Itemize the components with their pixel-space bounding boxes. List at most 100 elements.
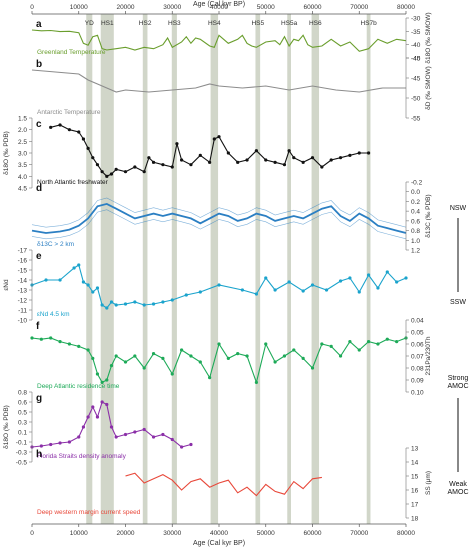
series-c-point-13 [133,165,137,169]
series-f-point-8 [95,372,100,376]
series-e-point-13 [123,302,128,306]
series-c-point-42 [367,151,371,155]
series-g-point-6 [81,425,86,429]
y-tick-label-g-6: -0.3 [16,450,28,457]
series-c-point-25 [217,135,221,139]
series-c-point-41 [357,151,361,155]
series-c-point-7 [95,163,100,167]
x-axis-title-top: Age (Cal kyr BP) [193,1,245,8]
series-f-point-14 [133,354,137,358]
panel-letter-b: b [36,59,42,70]
series-c-point-39 [338,156,343,160]
series-g-point-19 [170,437,174,442]
series-f-point-35 [329,344,333,348]
series-c-point-5 [86,146,90,150]
series-c-point-4 [81,137,86,141]
series-f-point-4 [67,342,71,346]
series-f-point-2 [49,336,53,340]
series-g-point-7 [86,415,90,419]
x-tick-label-top-2: 20000 [116,4,134,11]
event-band-5 [255,14,261,524]
annotation-weak-1: AMOC [448,489,469,496]
series-c-point-11 [114,167,118,171]
y-tick-label-d-1: 0.0 [411,189,420,196]
series-g-point-5 [77,435,81,439]
event-band-8 [366,14,371,524]
series-e-point-35 [385,270,389,274]
event-label-6: HS5a [281,20,298,27]
series-c-line [50,124,369,177]
x-tick-label-top-6: 60000 [303,4,321,11]
series-e-point-23 [254,292,258,296]
y-tick-label-d-2: 0.2 [411,199,420,206]
series-e-point-8 [95,286,100,290]
series-g-point-16 [142,427,146,432]
series-c-point-20 [180,158,184,162]
series-f-point-0 [30,336,34,340]
series-g-point-2 [49,442,53,447]
series-e-point-4 [77,263,81,267]
x-tick-label-bottom-4: 40000 [210,530,228,537]
series-e-point-29 [324,288,329,292]
series-e-point-19 [184,293,188,297]
y-tick-label-a-3: -45 [411,56,421,63]
series-e-point-22 [240,288,244,292]
event-label-0: YD [85,20,94,27]
series-f-point-27 [254,380,258,384]
series-a-line [31,29,407,52]
y-tick-label-f-2: 0.06 [411,342,424,349]
event-band-3 [171,14,177,524]
series-e-point-33 [367,273,371,277]
series-f-point-18 [170,372,174,376]
series-c-point-24 [212,137,216,141]
y-tick-label-g-3: 0.3 [18,420,27,427]
series-f-point-15 [142,366,146,370]
y-tick-label-g-2: 0.5 [18,410,27,417]
series-f-point-17 [161,356,165,360]
event-label-1: HS1 [101,20,114,27]
series-e-point-10 [105,306,109,310]
series-c-point-15 [147,156,151,160]
series-c-point-22 [198,153,202,157]
y-axis-title-h: SS (μm) [425,471,432,495]
x-tick-label-top-1: 10000 [70,4,88,11]
series-g-point-1 [39,444,43,448]
annotation-strong-0: Strong [448,375,469,382]
y-tick-label-f-5: 0.09 [411,378,424,385]
series-f-point-13 [123,360,128,364]
event-label-7: HS6 [309,20,322,27]
series-e-point-31 [348,276,352,280]
y-tick-label-h-5: 18 [411,516,419,523]
y-tick-label-b-1: -45 [411,76,421,83]
series-g-point-14 [123,432,128,437]
event-band-0 [86,14,93,524]
y-tick-label-h-0: 13 [411,446,419,453]
series-f-point-10 [105,378,109,382]
series-g-point-8 [91,405,95,409]
series-e-point-12 [114,303,118,307]
series-g-point-17 [151,435,156,439]
series-f-point-24 [226,356,230,360]
series-f-point-36 [338,354,343,358]
series-f-point-25 [236,352,240,356]
series-f-point-16 [151,352,156,356]
series-c-point-26 [226,151,230,155]
series-g-point-21 [189,442,193,447]
series-g-point-9 [95,415,100,419]
x-tick-label-top-3: 30000 [163,4,181,11]
y-tick-label-a-1: -35 [411,29,421,36]
y-tick-label-d-7: 1.2 [411,248,420,255]
series-f-point-40 [376,342,380,346]
series-c-point-32 [282,163,287,167]
x-tick-label-top-5: 50000 [257,4,275,11]
y-tick-label-f-3: 0.07 [411,354,424,361]
series-c-point-21 [189,163,193,167]
y-tick-label-c-0: 1.5 [18,116,27,123]
event-band-4 [210,14,219,524]
y-tick-label-f-6: 0.10 [411,390,424,397]
annotation-weak-0: Weak [449,481,467,488]
series-f-point-6 [86,348,90,352]
series-c-point-1 [58,123,62,127]
series-c-point-31 [273,160,277,164]
